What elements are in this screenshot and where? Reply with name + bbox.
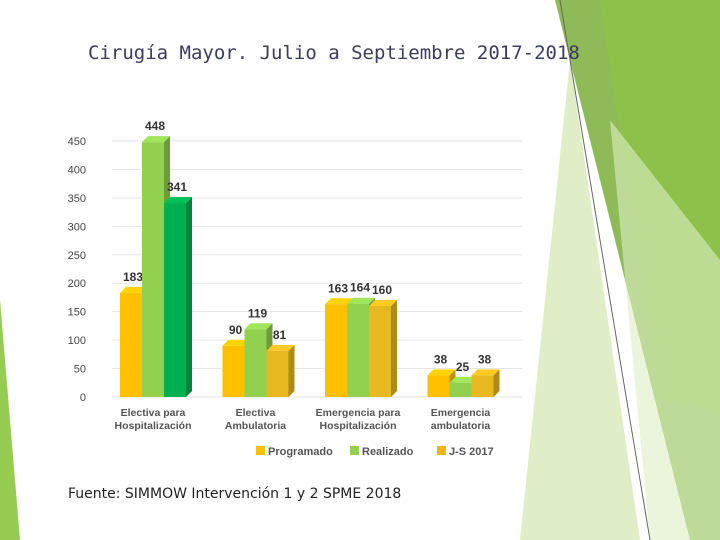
x-category-label: ambulatoria (431, 420, 491, 432)
data-label: 119 (248, 306, 268, 320)
bar (120, 292, 142, 397)
bar-top (325, 298, 353, 305)
data-label: 341 (167, 180, 187, 194)
data-label: 163 (328, 281, 348, 295)
data-label: 90 (229, 323, 243, 337)
x-category-label: Hospitalización (114, 420, 191, 432)
bar (347, 303, 369, 397)
data-label: 38 (434, 352, 448, 366)
decor-line (559, 0, 651, 540)
bar (427, 375, 450, 397)
bar-top (427, 369, 456, 376)
bar-side (391, 299, 397, 397)
bar-top (142, 136, 170, 143)
bar (449, 382, 472, 397)
bar-top (222, 339, 251, 346)
x-category-label: Hospitalización (319, 420, 396, 432)
y-tick-label: 250 (68, 250, 86, 262)
legend-swatch (256, 446, 265, 455)
bar-top (347, 297, 375, 304)
bar-top (266, 344, 295, 351)
y-tick-label: 450 (68, 136, 86, 148)
bar-top (164, 197, 192, 204)
y-tick-label: 50 (74, 364, 86, 376)
bar-top (120, 286, 148, 293)
x-category-label: Electiva (236, 407, 276, 419)
legend-swatch (350, 446, 359, 455)
source-note: Fuente: SIMMOW Intervención 1 y 2 SPME 2… (68, 486, 402, 502)
y-tick-label: 350 (68, 193, 86, 205)
x-category-label: Emergencia (431, 407, 491, 419)
y-tick-label: 300 (68, 221, 86, 233)
bar (164, 203, 186, 397)
data-label: 160 (372, 283, 392, 297)
x-category-label: Ambulatoria (225, 420, 286, 432)
bar (222, 345, 245, 397)
bar (142, 142, 164, 397)
y-tick-label: 150 (68, 307, 86, 319)
y-tick-label: 0 (80, 392, 86, 404)
decor-band-left (0, 300, 20, 540)
legend-swatch (437, 446, 446, 455)
data-label: 25 (456, 360, 470, 374)
y-tick-label: 400 (68, 164, 86, 176)
y-tick-label: 100 (68, 335, 86, 347)
legend-label: Programado (268, 446, 333, 458)
bar-top (471, 369, 500, 376)
bar (244, 329, 267, 397)
bar (325, 304, 347, 397)
x-category-label: Emergencia para (316, 407, 401, 419)
x-category-label: Electiva para (121, 407, 186, 419)
legend-label: J-S 2017 (449, 446, 494, 458)
bar-top (369, 299, 397, 306)
bar-side (186, 197, 192, 397)
decor-band-light-2 (610, 120, 720, 540)
legend-label: Realizado (362, 446, 414, 458)
data-label: 448 (145, 119, 165, 133)
data-label: 183 (123, 270, 143, 284)
bar (369, 305, 391, 397)
bar-top (244, 323, 273, 330)
bar-top (449, 376, 478, 383)
bar-side (493, 369, 500, 397)
slide-title: Cirugía Mayor. Julio a Septiembre 2017-2… (88, 42, 580, 64)
bar (266, 350, 289, 397)
data-label: 81 (273, 328, 287, 342)
decor-band-light (520, 60, 640, 540)
data-label: 38 (478, 352, 492, 366)
bar (471, 375, 494, 397)
bar-side (288, 344, 295, 397)
y-tick-label: 200 (68, 278, 86, 290)
data-label: 164 (350, 281, 370, 295)
